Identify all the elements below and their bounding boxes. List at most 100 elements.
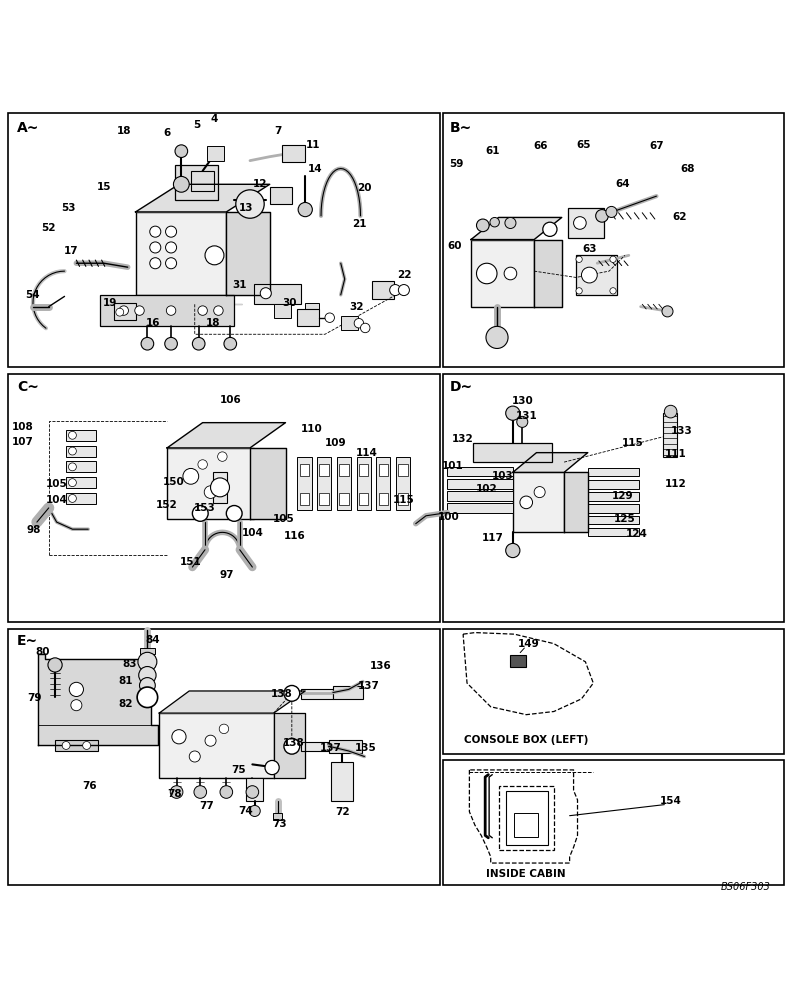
Bar bbox=[8, 629, 440, 885]
Text: 64: 64 bbox=[615, 179, 630, 189]
Circle shape bbox=[576, 288, 582, 294]
Bar bbox=[339, 493, 348, 505]
Text: 114: 114 bbox=[356, 448, 378, 458]
Text: 22: 22 bbox=[397, 270, 411, 280]
Bar bbox=[55, 740, 98, 751]
Text: 103: 103 bbox=[492, 471, 513, 481]
Bar bbox=[297, 457, 311, 510]
Circle shape bbox=[138, 652, 157, 671]
Text: 97: 97 bbox=[220, 570, 234, 580]
Circle shape bbox=[249, 805, 261, 816]
Text: 72: 72 bbox=[335, 807, 349, 817]
Text: 21: 21 bbox=[352, 219, 366, 229]
Bar bbox=[512, 472, 564, 532]
Polygon shape bbox=[159, 691, 305, 713]
Circle shape bbox=[198, 460, 208, 469]
Text: 75: 75 bbox=[230, 765, 246, 775]
Text: 115: 115 bbox=[393, 495, 415, 505]
Text: 125: 125 bbox=[614, 514, 636, 524]
Bar bbox=[379, 493, 388, 505]
Bar bbox=[246, 778, 264, 801]
Circle shape bbox=[150, 242, 161, 253]
Text: 18: 18 bbox=[206, 318, 220, 328]
Bar bbox=[319, 493, 329, 505]
Text: 59: 59 bbox=[449, 159, 463, 169]
Bar bbox=[341, 316, 358, 330]
Text: 131: 131 bbox=[516, 411, 537, 421]
Circle shape bbox=[166, 258, 177, 269]
Text: 74: 74 bbox=[238, 806, 253, 816]
Circle shape bbox=[48, 658, 62, 672]
Text: 17: 17 bbox=[63, 246, 78, 256]
Bar bbox=[282, 145, 305, 162]
Bar bbox=[100, 295, 234, 326]
Text: 67: 67 bbox=[649, 141, 664, 151]
Circle shape bbox=[664, 405, 677, 418]
Text: 151: 151 bbox=[180, 557, 202, 567]
Bar bbox=[66, 461, 96, 472]
Circle shape bbox=[606, 206, 617, 217]
Text: 80: 80 bbox=[35, 647, 50, 657]
Bar bbox=[159, 713, 274, 778]
Bar bbox=[510, 655, 526, 667]
Bar bbox=[207, 146, 224, 161]
Circle shape bbox=[360, 323, 370, 333]
Text: 20: 20 bbox=[357, 183, 371, 193]
Text: 54: 54 bbox=[25, 290, 40, 300]
Bar bbox=[299, 464, 309, 476]
Bar bbox=[474, 443, 552, 462]
Text: 11: 11 bbox=[306, 140, 321, 150]
Text: 66: 66 bbox=[533, 141, 548, 151]
Bar bbox=[588, 516, 639, 524]
Circle shape bbox=[224, 337, 237, 350]
Circle shape bbox=[68, 463, 76, 471]
Bar bbox=[135, 212, 227, 295]
Circle shape bbox=[581, 267, 597, 283]
Circle shape bbox=[139, 667, 156, 684]
Bar bbox=[507, 791, 547, 845]
Bar bbox=[376, 457, 390, 510]
Circle shape bbox=[354, 318, 364, 328]
Bar bbox=[274, 304, 291, 318]
Text: 77: 77 bbox=[200, 801, 214, 811]
Circle shape bbox=[166, 226, 177, 237]
Polygon shape bbox=[250, 448, 285, 519]
Bar bbox=[379, 464, 388, 476]
Circle shape bbox=[214, 306, 223, 315]
Bar bbox=[444, 629, 784, 754]
Text: 104: 104 bbox=[46, 495, 67, 505]
Circle shape bbox=[516, 416, 527, 427]
Bar bbox=[301, 742, 329, 751]
Text: 98: 98 bbox=[27, 525, 41, 535]
Bar bbox=[66, 493, 96, 504]
Bar bbox=[66, 430, 96, 441]
Text: 53: 53 bbox=[61, 203, 76, 213]
Bar bbox=[66, 446, 96, 457]
Text: 135: 135 bbox=[355, 743, 377, 753]
Circle shape bbox=[192, 337, 205, 350]
Bar bbox=[319, 464, 329, 476]
Circle shape bbox=[520, 496, 532, 509]
Bar bbox=[337, 457, 351, 510]
Circle shape bbox=[183, 468, 199, 484]
Circle shape bbox=[172, 730, 186, 744]
Text: 63: 63 bbox=[582, 244, 596, 254]
Polygon shape bbox=[534, 240, 562, 307]
Bar bbox=[8, 113, 440, 367]
Circle shape bbox=[610, 288, 616, 294]
Text: 149: 149 bbox=[518, 639, 539, 649]
Circle shape bbox=[205, 735, 216, 746]
Polygon shape bbox=[512, 453, 588, 472]
Circle shape bbox=[192, 506, 208, 521]
Bar bbox=[139, 648, 155, 654]
Bar bbox=[499, 786, 554, 850]
Bar bbox=[66, 477, 96, 488]
Bar bbox=[317, 457, 331, 510]
Text: 102: 102 bbox=[476, 484, 497, 494]
Text: 83: 83 bbox=[123, 659, 137, 669]
Circle shape bbox=[219, 724, 229, 734]
Bar bbox=[270, 187, 291, 204]
Text: 104: 104 bbox=[242, 528, 263, 538]
Circle shape bbox=[116, 308, 124, 316]
Text: 15: 15 bbox=[97, 182, 111, 192]
